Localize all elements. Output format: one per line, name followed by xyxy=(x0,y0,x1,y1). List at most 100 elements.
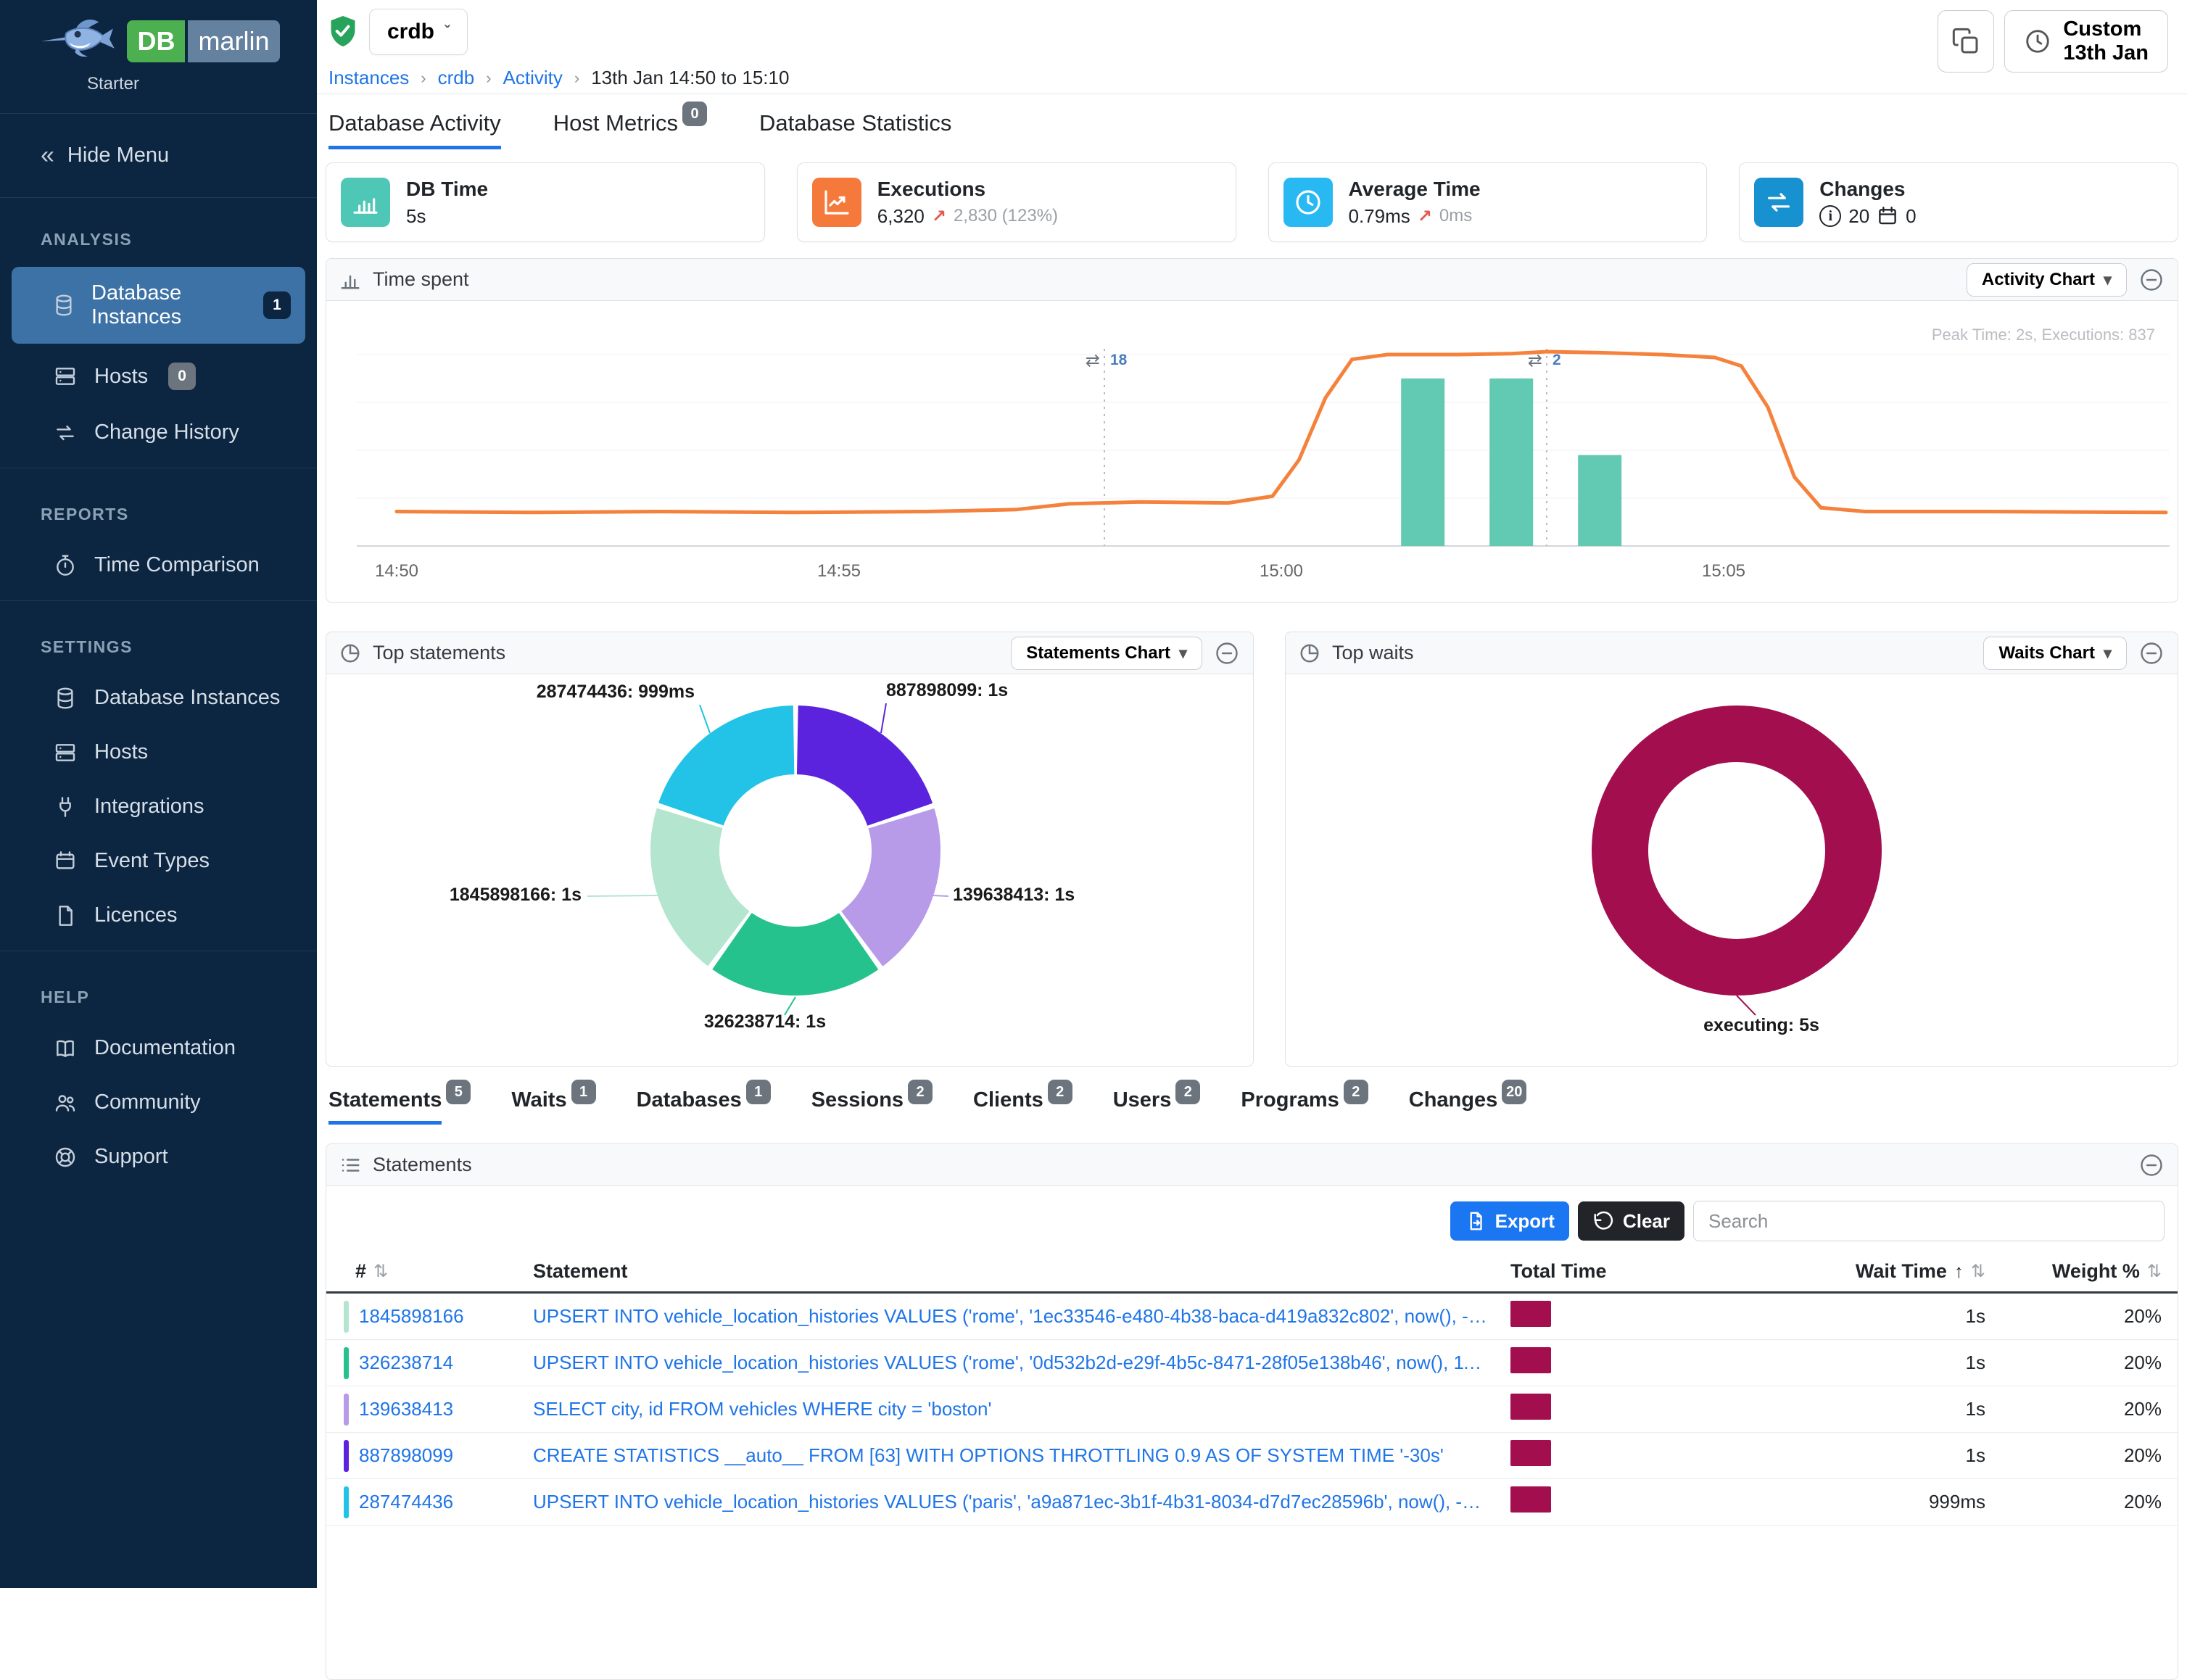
donut-leader-line xyxy=(784,996,796,1016)
sidebar-item-time-comparison[interactable]: Time Comparison xyxy=(12,539,305,592)
sort-asc-icon: ↑ xyxy=(1954,1260,1964,1282)
detail-tab-clients[interactable]: Clients 2 xyxy=(973,1080,1072,1121)
donut-slice-1845898166[interactable] xyxy=(650,705,940,996)
statement-id-link[interactable]: 326238714 xyxy=(359,1352,454,1373)
activity-chart-select[interactable]: Activity Chart ▾ xyxy=(1966,262,2127,297)
database-icon xyxy=(52,294,75,317)
statement-id-link[interactable]: 287474436 xyxy=(359,1491,454,1513)
detail-tab-statements[interactable]: Statements 5 xyxy=(328,1080,471,1125)
stat-title: Changes xyxy=(1819,177,1906,200)
collapse-panel-icon[interactable] xyxy=(2138,1152,2165,1178)
export-button[interactable]: Export xyxy=(1450,1201,1569,1241)
pie-chart-icon xyxy=(1299,642,1320,664)
sidebar-item-community[interactable]: Community xyxy=(12,1076,305,1129)
stopwatch-icon xyxy=(52,554,78,577)
detail-tab-programs[interactable]: Programs 2 xyxy=(1241,1080,1368,1121)
sidebar-item-support[interactable]: Support xyxy=(12,1130,305,1183)
collapse-panel-icon[interactable] xyxy=(2138,267,2165,293)
main-tabs: Database Activity Host Metrics 0 Database… xyxy=(326,94,2178,149)
database-icon xyxy=(52,687,78,710)
detail-tab-waits[interactable]: Waits 1 xyxy=(511,1080,596,1121)
changes-count: 20 xyxy=(1848,204,1870,227)
waits-chart-select[interactable]: Waits Chart ▾ xyxy=(1983,636,2127,670)
search-input[interactable] xyxy=(1693,1201,2165,1241)
tab-database-activity[interactable]: Database Activity xyxy=(328,110,501,149)
table-header: # ⇅ Statement Total Time Wait Time ↑ ⇅ Weig… xyxy=(326,1251,2178,1294)
sidebar-item-hosts[interactable]: Hosts 0 xyxy=(12,348,305,405)
detail-tab-users[interactable]: Users 2 xyxy=(1113,1080,1201,1121)
sidebar-item-hosts[interactable]: Hosts xyxy=(12,726,305,779)
sidebar-item-event-types[interactable]: Event Types xyxy=(12,835,305,887)
sidebar-item-database-instances[interactable]: Database Instances xyxy=(12,671,305,724)
info-icon: i xyxy=(1819,205,1842,227)
copy-link-button[interactable] xyxy=(1938,10,1995,73)
column-header-weight[interactable]: Weight % ⇅ xyxy=(2051,1260,2162,1282)
statements-chart-select[interactable]: Statements Chart ▾ xyxy=(1011,636,1202,670)
table-row: 887898099 CREATE STATISTICS __auto__ FRO… xyxy=(326,1433,2178,1479)
sort-icon: ⇅ xyxy=(1970,1262,1985,1281)
clear-button[interactable]: Clear xyxy=(1577,1201,1684,1241)
count-badge: 20 xyxy=(1502,1080,1527,1104)
donut-slice-139638413[interactable] xyxy=(650,705,940,996)
wait-time-value: 1s xyxy=(1965,1352,1985,1373)
collapse-panel-icon[interactable] xyxy=(2138,640,2165,666)
statement-link[interactable]: CREATE STATISTICS __auto__ FROM [63] WIT… xyxy=(533,1444,1444,1466)
breadcrumb-link-instances[interactable]: Instances xyxy=(328,67,410,88)
event-icon xyxy=(52,850,78,873)
statement-link[interactable]: UPSERT INTO vehicle_location_histories V… xyxy=(533,1352,1489,1373)
weight-value: 20% xyxy=(2123,1491,2162,1513)
breadcrumb-separator: › xyxy=(486,68,492,87)
time-spent-chart[interactable]: ⇄ 18 ⇄ 2 14:50 14:55 15:00 15:05 Peak Time: 2… xyxy=(326,301,2178,595)
statement-link[interactable]: UPSERT INTO vehicle_location_histories V… xyxy=(533,1491,1489,1513)
detail-tab-changes[interactable]: Changes 20 xyxy=(1409,1080,1527,1121)
hide-menu-button[interactable]: « Hide Menu xyxy=(0,114,317,198)
collapse-panel-icon[interactable] xyxy=(1214,640,1240,666)
sidebar-item-documentation[interactable]: Documentation xyxy=(12,1022,305,1075)
donut-label-executing: executing: 5s xyxy=(1703,1015,1819,1035)
sidebar-item-change-history[interactable]: Change History xyxy=(12,406,305,459)
swap-icon: ⇄ xyxy=(1528,351,1542,371)
statement-link[interactable]: SELECT city, id FROM vehicles WHERE city… xyxy=(533,1398,992,1420)
column-header-total-time[interactable]: Total Time xyxy=(1510,1260,1607,1282)
donut-slice-executing[interactable] xyxy=(1592,705,1882,996)
waits-donut[interactable]: executing: 5s xyxy=(1286,674,2178,1066)
detail-tab-sessions[interactable]: Sessions 2 xyxy=(811,1080,933,1121)
sidebar: DB marlin Starter « Hide Menu ANALYSIS D… xyxy=(0,0,317,1588)
column-header-wait-time[interactable]: Wait Time ↑ ⇅ xyxy=(1855,1260,1985,1282)
panel-title: Top statements xyxy=(373,642,506,663)
table-row: 139638413 SELECT city, id FROM vehicles … xyxy=(326,1386,2178,1433)
donut-label-287474436: 287474436: 999ms xyxy=(537,682,695,702)
sidebar-item-integrations[interactable]: Integrations xyxy=(12,780,305,833)
swap-icon xyxy=(52,421,78,444)
breadcrumb-link-crdb[interactable]: crdb xyxy=(437,67,475,88)
table-row: 1845898166 UPSERT INTO vehicle_location_… xyxy=(326,1294,2178,1340)
sidebar-item-database-instances[interactable]: Database Instances 1 xyxy=(12,267,305,344)
marlin-fish-logo xyxy=(37,13,124,70)
count-badge: 1 xyxy=(263,291,291,319)
statement-id-link[interactable]: 887898099 xyxy=(359,1444,454,1466)
tab-host-metrics[interactable]: Host Metrics 0 xyxy=(553,102,708,148)
total-time-bar xyxy=(1510,1394,1551,1420)
statement-id-link[interactable]: 139638413 xyxy=(359,1398,454,1420)
top-waits-panel: Top waits Waits Chart ▾ executing: 5s xyxy=(1285,632,2178,1067)
statement-id-link[interactable]: 1845898166 xyxy=(359,1305,464,1327)
calendar-icon xyxy=(1877,205,1898,227)
column-header-id[interactable]: # ⇅ xyxy=(355,1260,389,1282)
people-icon xyxy=(52,1091,78,1114)
instance-selector[interactable]: crdb ˇ xyxy=(369,9,468,55)
sidebar-nav: ANALYSIS Database Instances 1 Hosts 0 Ch… xyxy=(0,198,317,1192)
statement-link[interactable]: UPSERT INTO vehicle_location_histories V… xyxy=(533,1305,1489,1327)
calendar-changes-count: 0 xyxy=(1906,204,1917,227)
tab-database-statistics[interactable]: Database Statistics xyxy=(759,110,952,136)
copy-icon xyxy=(1951,27,1980,56)
breadcrumb-link-activity[interactable]: Activity xyxy=(503,67,563,88)
statements-donut[interactable]: 887898099: 1s 139638413: 1s 326238714: 1… xyxy=(326,674,1253,1066)
weight-value: 20% xyxy=(2123,1352,2162,1373)
detail-tab-databases[interactable]: Databases 1 xyxy=(637,1080,771,1121)
column-header-statement[interactable]: Statement xyxy=(533,1260,628,1282)
sidebar-item-licences[interactable]: Licences xyxy=(12,889,305,942)
bar-chart-icon xyxy=(339,269,361,291)
statement-color-bar xyxy=(344,1486,349,1518)
time-range-button[interactable]: Custom 13th Jan xyxy=(2004,10,2168,73)
donut-slice-326238714[interactable] xyxy=(650,705,940,996)
